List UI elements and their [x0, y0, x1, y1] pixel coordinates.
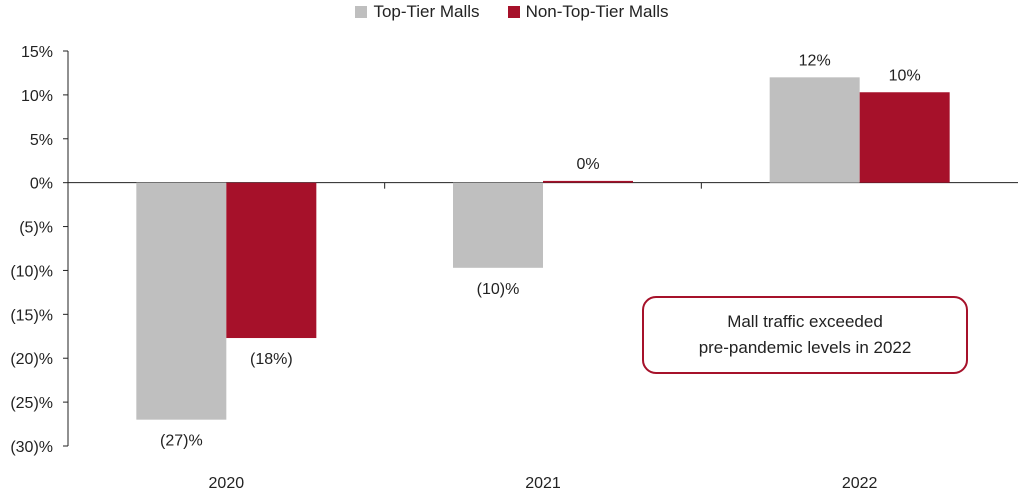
annotation-line-1: Mall traffic exceeded	[727, 312, 883, 331]
y-tick-label: (10)%	[10, 263, 53, 280]
legend-item-top-tier: Top-Tier Malls	[355, 2, 480, 22]
y-tick-label: (30)%	[10, 439, 53, 456]
y-tick-label: (15)%	[10, 307, 53, 324]
y-tick-label: (20)%	[10, 351, 53, 368]
legend-label-top-tier: Top-Tier Malls	[373, 2, 480, 21]
bar-non-top-tier-malls-2021	[543, 180, 633, 183]
data-label: 10%	[889, 67, 921, 84]
x-tick-label: 2021	[525, 475, 561, 492]
bar-top-tier-malls-2022	[769, 77, 860, 183]
legend: Top-Tier Malls Non-Top-Tier Malls	[0, 2, 1024, 22]
y-tick-label: 0%	[30, 176, 53, 193]
data-label: (27)%	[160, 433, 203, 450]
annotation-line-2: pre-pandemic levels in 2022	[698, 338, 912, 357]
y-tick-label: 10%	[21, 88, 53, 105]
bar-non-top-tier-malls-2022	[859, 92, 950, 183]
x-tick-label: 2022	[842, 475, 878, 492]
data-label: 12%	[799, 52, 831, 69]
legend-label-non-top-tier: Non-Top-Tier Malls	[525, 2, 669, 21]
y-tick-label: 5%	[30, 132, 53, 149]
x-tick-label: 2020	[209, 475, 245, 492]
annotation-callout: Mall traffic exceeded pre-pandemic level…	[642, 296, 968, 374]
legend-swatch-non-top-tier	[507, 6, 520, 18]
bar-non-top-tier-malls-2020	[226, 182, 317, 339]
bar-top-tier-malls-2021	[453, 182, 543, 268]
y-tick-label: 15%	[21, 44, 53, 61]
legend-item-non-top-tier: Non-Top-Tier Malls	[507, 2, 669, 22]
data-label: 0%	[576, 156, 599, 173]
y-tick-label: (5)%	[19, 220, 53, 237]
legend-swatch-top-tier	[355, 6, 368, 18]
data-label: (10)%	[477, 281, 520, 298]
data-label: (18%)	[250, 351, 293, 368]
bar-top-tier-malls-2020	[136, 182, 227, 420]
y-tick-label: (25)%	[10, 395, 53, 412]
